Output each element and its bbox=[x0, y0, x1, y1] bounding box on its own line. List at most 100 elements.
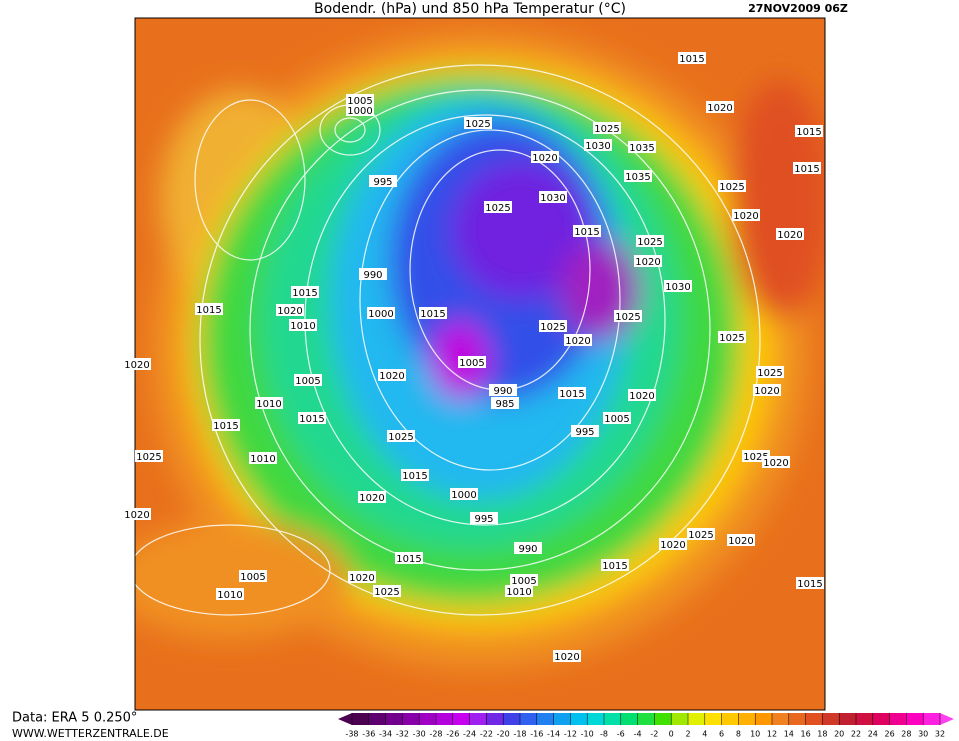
isobar-label: 1020 bbox=[123, 508, 151, 521]
isobar-label: 1010 bbox=[255, 397, 283, 410]
label-box bbox=[571, 425, 599, 437]
isobar-text: 985 bbox=[495, 399, 514, 410]
isobar-label: 990 bbox=[489, 384, 517, 397]
isobar-label: 1005 bbox=[603, 412, 631, 425]
isobar-label: 1015 bbox=[395, 552, 423, 565]
colorbar-cell bbox=[368, 713, 387, 725]
colorbar-cell bbox=[570, 713, 588, 725]
isobar-text: 1025 bbox=[757, 368, 782, 379]
isobar-label: 1015 bbox=[558, 387, 586, 400]
colorbar-tick-label: -12 bbox=[564, 730, 577, 739]
isobar-text: 1005 bbox=[295, 376, 320, 387]
isobar-text: 1020 bbox=[629, 391, 654, 402]
isobar-text: 995 bbox=[474, 514, 493, 525]
isobar-text: 990 bbox=[493, 386, 512, 397]
label-box bbox=[484, 201, 512, 213]
isobar-label: 1025 bbox=[636, 235, 664, 248]
isobar-label: 1025 bbox=[614, 310, 642, 323]
isobar-label: 995 bbox=[470, 512, 498, 525]
colorbar-cell bbox=[503, 713, 521, 725]
label-box bbox=[727, 534, 755, 546]
isobar-label: 1015 bbox=[298, 412, 326, 425]
colorbar-cell bbox=[385, 713, 403, 725]
colorbar-tick-label: -20 bbox=[497, 730, 510, 739]
label-box bbox=[634, 255, 662, 267]
label-box bbox=[539, 320, 567, 332]
isobar-text: 1035 bbox=[629, 143, 654, 154]
isobar-label: 1015 bbox=[793, 162, 821, 175]
label-box bbox=[359, 268, 387, 280]
label-box bbox=[706, 101, 734, 113]
label-box bbox=[795, 125, 823, 137]
isobar-label: 1015 bbox=[795, 125, 823, 138]
label-box bbox=[564, 334, 592, 346]
colorbar-tick-label: 12 bbox=[767, 730, 777, 739]
isobar-text: 1005 bbox=[511, 576, 536, 587]
label-box bbox=[756, 366, 784, 378]
isobar-label: 1020 bbox=[628, 389, 656, 402]
label-box bbox=[505, 585, 533, 597]
isobar-label: 1020 bbox=[753, 384, 781, 397]
colorbar-cell bbox=[620, 713, 639, 725]
colorbar-tick-label: 20 bbox=[834, 730, 844, 739]
isobar-label: 1005 bbox=[346, 94, 374, 107]
label-box bbox=[491, 397, 519, 409]
label-box bbox=[378, 369, 406, 381]
isobar-label: 1015 bbox=[419, 307, 447, 320]
isobar-text: 1020 bbox=[777, 230, 802, 241]
isobar-label: 1020 bbox=[762, 456, 790, 469]
colorbar-cell bbox=[452, 713, 471, 725]
isobar-text: 1025 bbox=[637, 237, 662, 248]
isobar-text: 1000 bbox=[347, 106, 372, 117]
isobar-label: 1025 bbox=[135, 450, 163, 463]
label-box bbox=[348, 571, 376, 583]
isobar-text: 1020 bbox=[635, 257, 660, 268]
colorbar-tick-label: -14 bbox=[547, 730, 560, 739]
isobar-text: 1020 bbox=[707, 103, 732, 114]
isobar-label: 1015 bbox=[678, 52, 706, 65]
isobar-label: 1010 bbox=[216, 588, 244, 601]
isobar-label: 1010 bbox=[289, 319, 317, 332]
isobar-label: 985 bbox=[491, 397, 519, 410]
isobar-text: 1015 bbox=[213, 421, 238, 432]
isobar-label: 1020 bbox=[348, 571, 376, 584]
label-box bbox=[249, 452, 277, 464]
isobar-label: 1025 bbox=[387, 430, 415, 443]
label-box bbox=[628, 389, 656, 401]
colorbar-cell bbox=[839, 713, 857, 725]
label-box bbox=[135, 450, 163, 462]
isobar-text: 1005 bbox=[347, 96, 372, 107]
label-box bbox=[123, 508, 151, 520]
isobar-label: 1015 bbox=[601, 559, 629, 572]
label-box bbox=[367, 307, 395, 319]
colorbar-cell bbox=[486, 713, 504, 725]
isobar-text: 1025 bbox=[743, 452, 768, 463]
isobar-text: 1030 bbox=[665, 282, 690, 293]
isobar-label: 1010 bbox=[505, 585, 533, 598]
isobar-text: 1010 bbox=[290, 321, 315, 332]
isobar-label: 1020 bbox=[564, 334, 592, 347]
colorbar-cell bbox=[637, 713, 655, 725]
colorbar-cell bbox=[805, 713, 823, 725]
isobar-label: 995 bbox=[571, 425, 599, 438]
label-box bbox=[395, 552, 423, 564]
label-box bbox=[458, 356, 486, 368]
label-box bbox=[531, 151, 559, 163]
isobar-text: 1025 bbox=[374, 587, 399, 598]
isobar-text: 1025 bbox=[485, 203, 510, 214]
isobar-text: 1020 bbox=[277, 306, 302, 317]
colorbar-tick-label: -10 bbox=[581, 730, 594, 739]
colorbar-tick-label: 18 bbox=[817, 730, 827, 739]
label-box bbox=[796, 577, 824, 589]
isobar-label: 1025 bbox=[539, 320, 567, 333]
colorbar-tick-label: -22 bbox=[480, 730, 493, 739]
isobar-text: 1015 bbox=[292, 288, 317, 299]
colorbar-tick-label: 26 bbox=[885, 730, 895, 739]
label-box bbox=[762, 456, 790, 468]
label-box bbox=[514, 542, 542, 554]
label-box bbox=[346, 104, 374, 116]
isobar-text: 1015 bbox=[679, 54, 704, 65]
colorbar: -38 -36 -34 -32 -30 -28 -26 -24 -22 -20 -18 -16 -14-… bbox=[338, 713, 954, 739]
label-box bbox=[718, 180, 746, 192]
isobar-label: 1020 bbox=[378, 369, 406, 382]
